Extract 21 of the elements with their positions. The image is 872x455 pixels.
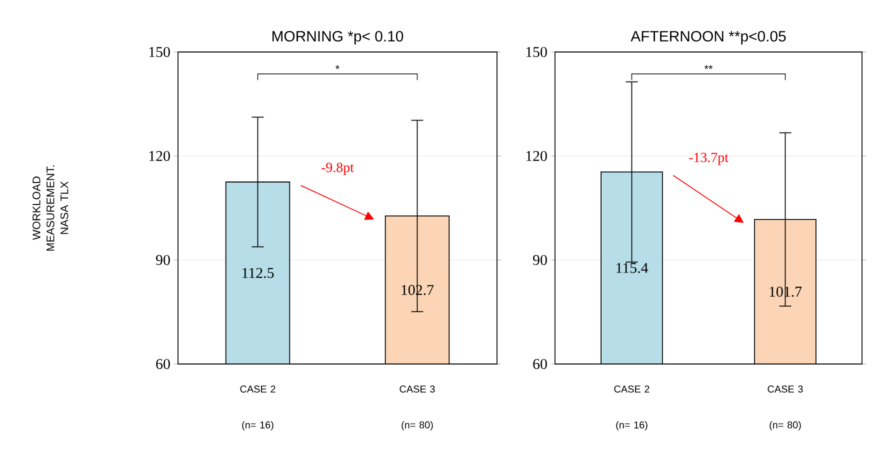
- y-tick-label: 60: [156, 358, 170, 370]
- y-tick-label: 120: [149, 150, 170, 162]
- chart-title: AFTERNOON **p<0.05: [630, 30, 786, 44]
- y-tick-label: 150: [526, 46, 547, 58]
- y-tick-label: 120: [526, 150, 547, 162]
- category-label: CASE 2 (n= 16): [614, 386, 650, 430]
- category-label: CASE 2 (n= 16): [240, 386, 276, 430]
- category-label: CASE 3 (n= 80): [768, 386, 803, 430]
- y-axis-title: WORKLOAD MEASUREMENT. NASA TLX: [32, 165, 68, 251]
- y-tick-label: 150: [149, 46, 170, 58]
- annotation: -9.8pt: [322, 162, 354, 176]
- y-tick-label: 90: [533, 254, 547, 266]
- annotation: *: [336, 65, 340, 69]
- data-label: 112.5: [242, 268, 274, 278]
- y-tick-label: 90: [156, 254, 170, 266]
- y-tick-label: 60: [533, 358, 547, 370]
- annotation: -13.7pt: [689, 152, 728, 165]
- data-label: 115.4: [616, 262, 648, 274]
- category-label: CASE 3 (n= 80): [400, 386, 435, 430]
- annotation: **: [704, 65, 713, 69]
- chart-title: MORNING *p< 0.10: [272, 30, 404, 44]
